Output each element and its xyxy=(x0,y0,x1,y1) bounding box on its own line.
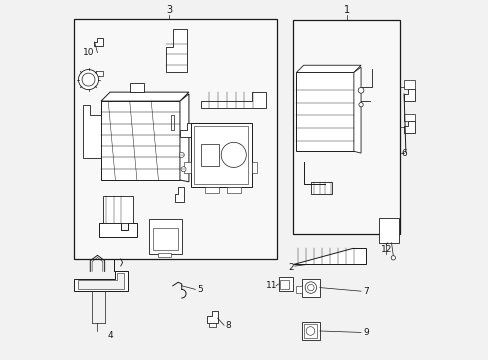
Bar xyxy=(301,321,319,339)
Polygon shape xyxy=(180,123,194,137)
Text: 8: 8 xyxy=(225,321,231,330)
Text: 2: 2 xyxy=(288,264,293,273)
Circle shape xyxy=(358,103,363,107)
Circle shape xyxy=(181,167,185,172)
Bar xyxy=(194,126,247,184)
Text: 9: 9 xyxy=(363,328,368,337)
Bar xyxy=(296,286,301,293)
Polygon shape xyxy=(83,105,101,158)
Polygon shape xyxy=(180,94,188,182)
Polygon shape xyxy=(165,30,187,72)
Text: 3: 3 xyxy=(166,5,172,15)
Text: 6: 6 xyxy=(400,149,406,158)
Circle shape xyxy=(357,87,363,93)
Polygon shape xyxy=(206,311,217,323)
Circle shape xyxy=(307,284,313,291)
Text: 1: 1 xyxy=(343,5,349,15)
Circle shape xyxy=(221,142,246,167)
Polygon shape xyxy=(310,182,332,194)
Polygon shape xyxy=(101,92,188,101)
Polygon shape xyxy=(296,65,360,72)
Bar xyxy=(278,277,292,291)
Bar xyxy=(190,123,251,187)
Bar xyxy=(251,162,257,173)
Polygon shape xyxy=(353,67,360,153)
Circle shape xyxy=(78,69,99,90)
Bar xyxy=(153,228,178,250)
Bar xyxy=(183,162,190,173)
Polygon shape xyxy=(174,187,183,202)
Bar xyxy=(296,72,353,151)
Polygon shape xyxy=(403,89,414,101)
Polygon shape xyxy=(78,273,124,289)
Text: 4: 4 xyxy=(107,332,113,341)
Bar xyxy=(292,21,400,234)
Bar xyxy=(201,144,219,166)
Text: 5: 5 xyxy=(196,285,202,294)
Bar xyxy=(303,324,317,338)
Polygon shape xyxy=(403,121,414,134)
Bar xyxy=(280,280,289,289)
Bar xyxy=(378,218,398,243)
Bar xyxy=(101,101,180,180)
Circle shape xyxy=(179,152,184,157)
Bar xyxy=(403,80,414,89)
Polygon shape xyxy=(99,223,137,237)
Polygon shape xyxy=(94,39,102,45)
Bar xyxy=(403,114,414,121)
Polygon shape xyxy=(292,248,366,264)
Bar xyxy=(226,187,241,193)
Text: 7: 7 xyxy=(363,287,368,296)
Bar xyxy=(301,279,319,297)
Bar xyxy=(102,196,133,223)
Bar xyxy=(149,220,182,253)
Bar xyxy=(158,253,171,257)
Bar xyxy=(171,116,174,130)
Text: 10: 10 xyxy=(82,48,94,57)
Polygon shape xyxy=(74,271,128,291)
Bar xyxy=(74,19,276,259)
Text: 12: 12 xyxy=(380,246,391,255)
Bar xyxy=(96,71,102,76)
Circle shape xyxy=(305,327,314,335)
Circle shape xyxy=(82,73,95,86)
Bar xyxy=(204,187,219,193)
Polygon shape xyxy=(201,92,265,108)
Text: 11: 11 xyxy=(265,281,277,290)
Bar xyxy=(208,323,215,327)
Circle shape xyxy=(305,282,316,293)
Circle shape xyxy=(390,256,395,260)
Bar xyxy=(129,83,144,92)
